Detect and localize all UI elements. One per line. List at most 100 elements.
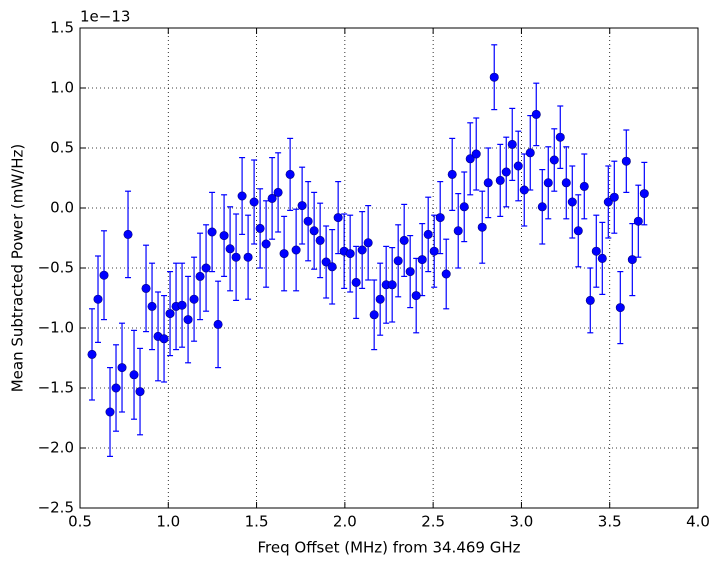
data-point [597, 253, 607, 263]
data-point [627, 255, 637, 265]
x-axis-label: Freq Offset (MHz) from 34.469 GHz [258, 539, 521, 557]
y-tick-label: −1.5 [38, 379, 74, 397]
data-point [369, 310, 379, 320]
data-point [519, 185, 529, 195]
y-axis-label: Mean Subtracted Power (mW/Hz) [9, 144, 27, 393]
data-point [501, 167, 511, 177]
data-point [117, 363, 127, 373]
data-point [447, 169, 457, 179]
y-tick-label: 0.0 [50, 199, 74, 217]
x-tick-label: 1.5 [245, 513, 269, 531]
data-point [333, 213, 343, 223]
data-point [309, 226, 319, 236]
data-point [189, 294, 199, 304]
x-tick-label: 2.5 [421, 513, 445, 531]
data-point [273, 187, 283, 197]
x-tick-label: 4.0 [686, 513, 710, 531]
x-tick-label: 1.0 [156, 513, 180, 531]
data-point [363, 238, 373, 248]
y-tick-label: −0.5 [38, 259, 74, 277]
data-point [345, 249, 355, 259]
data-point [423, 229, 433, 239]
x-tick-label: 3.5 [598, 513, 622, 531]
data-point [429, 246, 439, 256]
data-point [231, 252, 241, 262]
data-point [393, 256, 403, 266]
data-point [351, 277, 361, 287]
data-point [405, 267, 415, 277]
data-point [87, 349, 97, 359]
data-point [387, 280, 397, 290]
data-point [225, 244, 235, 254]
data-point [111, 383, 121, 393]
y-tick-label: −2.0 [38, 439, 74, 457]
data-point [411, 291, 421, 301]
data-point [531, 109, 541, 119]
data-point [303, 216, 313, 226]
data-point [165, 309, 175, 319]
data-point [513, 161, 523, 171]
data-point [549, 155, 559, 165]
data-point [633, 216, 643, 226]
data-point [639, 189, 649, 199]
data-point [261, 239, 271, 249]
data-point [525, 148, 535, 158]
data-point [483, 178, 493, 188]
data-point [567, 197, 577, 207]
data-point [477, 222, 487, 232]
data-point [585, 295, 595, 305]
y-tick-label: 1.5 [50, 19, 74, 37]
y-tick-label: 0.5 [50, 139, 74, 157]
y-tick-label: −1.0 [38, 319, 74, 337]
y-tick-label: 1.0 [50, 79, 74, 97]
data-point [615, 303, 625, 313]
data-point [537, 202, 547, 212]
data-point [177, 300, 187, 310]
data-point [453, 226, 463, 236]
data-point [207, 227, 217, 237]
data-point [435, 213, 445, 223]
data-point [621, 156, 631, 166]
plot-frame [79, 27, 699, 509]
data-point [489, 72, 499, 82]
data-point [591, 246, 601, 256]
x-tick-label: 0.5 [68, 513, 92, 531]
data-point [561, 178, 571, 188]
data-point [201, 263, 211, 273]
data-point [105, 407, 115, 417]
data-point [93, 294, 103, 304]
data-point [291, 245, 301, 255]
x-tick-label: 3.0 [509, 513, 533, 531]
data-point [213, 319, 223, 329]
data-point [465, 154, 475, 164]
data-point [147, 301, 157, 311]
data-point [159, 334, 169, 344]
data-point [321, 257, 331, 267]
data-point [555, 132, 565, 142]
data-point [471, 149, 481, 159]
data-point [135, 387, 145, 397]
data-point [183, 315, 193, 325]
data-point [441, 269, 451, 279]
data-point [243, 252, 253, 262]
data-point [417, 255, 427, 265]
x-tick-label: 2.0 [333, 513, 357, 531]
data-point [123, 229, 133, 239]
data-point [573, 226, 583, 236]
data-point [195, 271, 205, 281]
data-point [375, 294, 385, 304]
data-point [99, 270, 109, 280]
data-point [219, 231, 229, 241]
data-point [603, 197, 613, 207]
data-point [495, 175, 505, 185]
data-point [249, 197, 259, 207]
data-point [255, 223, 265, 233]
data-point [543, 178, 553, 188]
data-point [237, 191, 247, 201]
data-point [297, 201, 307, 211]
data-point [609, 192, 619, 202]
data-point [285, 169, 295, 179]
data-point [579, 181, 589, 191]
data-point [267, 193, 277, 203]
